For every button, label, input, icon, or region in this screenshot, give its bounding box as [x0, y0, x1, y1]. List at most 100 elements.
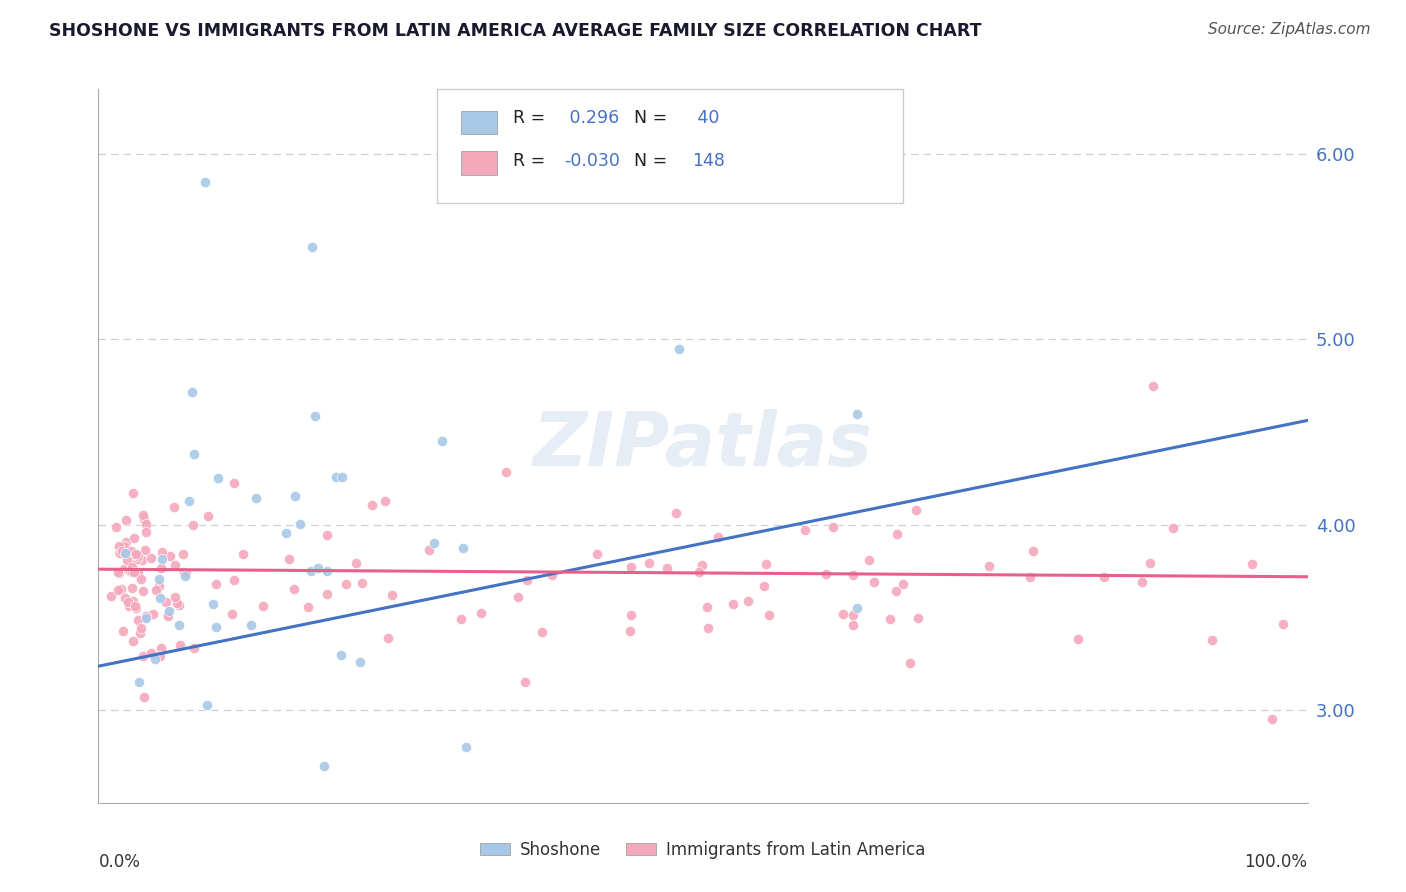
Point [706, 530, 728, 544]
Point [620, 559, 643, 574]
FancyBboxPatch shape [461, 111, 498, 134]
Point [315, 564, 337, 578]
Point [863, 575, 886, 590]
Point [149, 648, 172, 663]
Point [167, 598, 190, 612]
Point [905, 503, 928, 517]
Point [117, 553, 139, 567]
Point [1130, 575, 1153, 590]
Point [1139, 556, 1161, 570]
Point [360, 498, 382, 512]
Text: SHOSHONE VS IMMIGRANTS FROM LATIN AMERICA AVERAGE FAMILY SIZE CORRELATION CHART: SHOSHONE VS IMMIGRANTS FROM LATIN AMERIC… [49, 22, 981, 40]
Point [1142, 378, 1164, 392]
Point [159, 549, 181, 563]
Text: -0.030: -0.030 [564, 152, 620, 169]
Point [222, 573, 245, 587]
Point [166, 596, 188, 610]
Point [758, 608, 780, 623]
Point [155, 595, 177, 609]
Point [135, 516, 157, 531]
Point [183, 641, 205, 656]
Point [377, 631, 399, 645]
Point [454, 740, 477, 755]
Point [107, 583, 129, 598]
Point [181, 518, 204, 533]
Text: R =: R = [513, 152, 551, 169]
Point [148, 572, 170, 586]
Point [118, 565, 141, 579]
Point [125, 548, 148, 562]
Point [132, 690, 155, 704]
Point [135, 611, 157, 625]
Point [107, 539, 129, 553]
Point [149, 591, 172, 606]
Point [638, 556, 661, 570]
Point [316, 587, 339, 601]
Point [183, 447, 205, 461]
Point [754, 579, 776, 593]
Point [139, 646, 162, 660]
Point [108, 566, 131, 581]
Point [668, 342, 690, 356]
Point [107, 565, 129, 579]
Point [335, 577, 357, 591]
Point [1241, 557, 1264, 571]
Point [692, 558, 714, 573]
Point [128, 675, 150, 690]
Point [127, 613, 149, 627]
Point [132, 584, 155, 599]
Point [316, 527, 339, 541]
Point [619, 624, 641, 638]
Point [1092, 570, 1115, 584]
Point [278, 552, 301, 566]
Point [117, 595, 139, 609]
Point [122, 634, 145, 648]
Point [145, 582, 167, 597]
Point [112, 562, 135, 576]
Point [418, 542, 440, 557]
Point [205, 620, 228, 634]
Point [205, 577, 228, 591]
Point [194, 175, 217, 189]
Point [156, 607, 179, 621]
Point [239, 618, 262, 632]
Point [121, 581, 143, 595]
Point [125, 548, 148, 562]
Point [124, 565, 146, 579]
Point [688, 565, 710, 579]
Point [423, 535, 446, 549]
Point [121, 594, 143, 608]
Point [737, 594, 759, 608]
Point [245, 491, 267, 505]
Point [832, 607, 855, 621]
Point [122, 532, 145, 546]
Point [846, 407, 869, 421]
Point [150, 641, 173, 656]
Point [252, 599, 274, 613]
Point [1161, 521, 1184, 535]
Point [884, 584, 907, 599]
Point [1271, 617, 1294, 632]
Point [344, 556, 367, 570]
Point [142, 607, 165, 621]
Point [163, 590, 186, 604]
Text: ZIPatlas: ZIPatlas [533, 409, 873, 483]
Point [330, 470, 353, 484]
Point [112, 539, 135, 553]
Point [276, 525, 298, 540]
Point [167, 618, 190, 632]
Point [432, 434, 454, 449]
Point [174, 566, 197, 581]
Point [100, 589, 122, 603]
Point [135, 525, 157, 540]
Point [107, 546, 129, 560]
Text: N =: N = [634, 109, 673, 127]
Point [823, 520, 845, 534]
Point [1067, 632, 1090, 646]
Point [169, 639, 191, 653]
Point [181, 384, 204, 399]
Point [470, 607, 492, 621]
Point [1261, 712, 1284, 726]
Point [232, 547, 254, 561]
Point [841, 568, 863, 582]
